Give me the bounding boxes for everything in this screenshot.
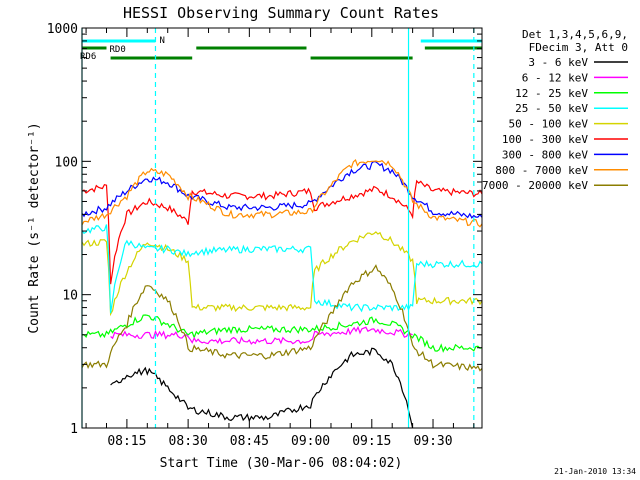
y-axis-ticks: 1 10 100 1000 [47,22,482,437]
flag-label: RD0 [109,45,125,55]
x-axis-label: Start Time (30-Mar-06 08:04:02) [160,456,403,471]
legend-label: 3 - 6 keV [528,56,588,69]
legend-label: 7000 - 20000 keV [482,179,588,192]
flag-label: N [159,36,164,46]
y-tick-label: 1 [70,422,78,437]
legend-label: 25 - 50 keV [515,102,588,115]
series-line [81,179,483,285]
y-tick-label: 1000 [47,22,78,37]
x-tick-label: 09:15 [352,434,391,449]
legend: Det 1,3,4,5,6,9,FDecim 3, Att 0 3 - 6 keV… [482,28,628,192]
render-timestamp: 21-Jan-2010 13:34 [554,467,636,476]
x-tick-label: 09:00 [291,434,330,449]
legend-label: 300 - 800 keV [502,148,588,161]
legend-header: FDecim 3, Att 0 [529,41,628,54]
legend-label: 100 - 300 keV [502,133,588,146]
series-line [81,231,483,317]
y-tick-label: 10 [62,289,78,304]
x-axis-ticks: 08:15 08:30 08:45 09:00 09:15 09:30 [85,28,475,449]
chart-title: HESSI Observing Summary Count Rates [123,4,439,22]
legend-header: Det 1,3,4,5,6,9, [522,28,628,41]
legend-label: 12 - 25 keV [515,87,588,100]
x-tick-label: 08:15 [107,434,146,449]
x-tick-label: 09:30 [413,434,452,449]
legend-label: 6 - 12 keV [522,71,589,84]
flag-bars: N RD0 RD6 [80,36,482,62]
series-line [110,347,414,429]
series-line [81,314,483,353]
flag-label: RD6 [80,52,96,62]
y-tick-label: 100 [55,155,78,170]
vertical-markers [81,28,475,428]
x-tick-label: 08:45 [230,434,269,449]
series-line [81,224,483,314]
series-line [110,325,413,345]
series-group [81,158,483,429]
x-tick-label: 08:30 [169,434,208,449]
plot-frame [81,27,483,429]
series-line [81,160,483,219]
series-line [81,264,483,372]
y-axis-label: Count Rate (s⁻¹ detector⁻¹) [27,122,42,333]
legend-label: 50 - 100 keV [509,118,589,131]
legend-label: 800 - 7000 keV [495,164,588,177]
series-line [81,158,483,228]
